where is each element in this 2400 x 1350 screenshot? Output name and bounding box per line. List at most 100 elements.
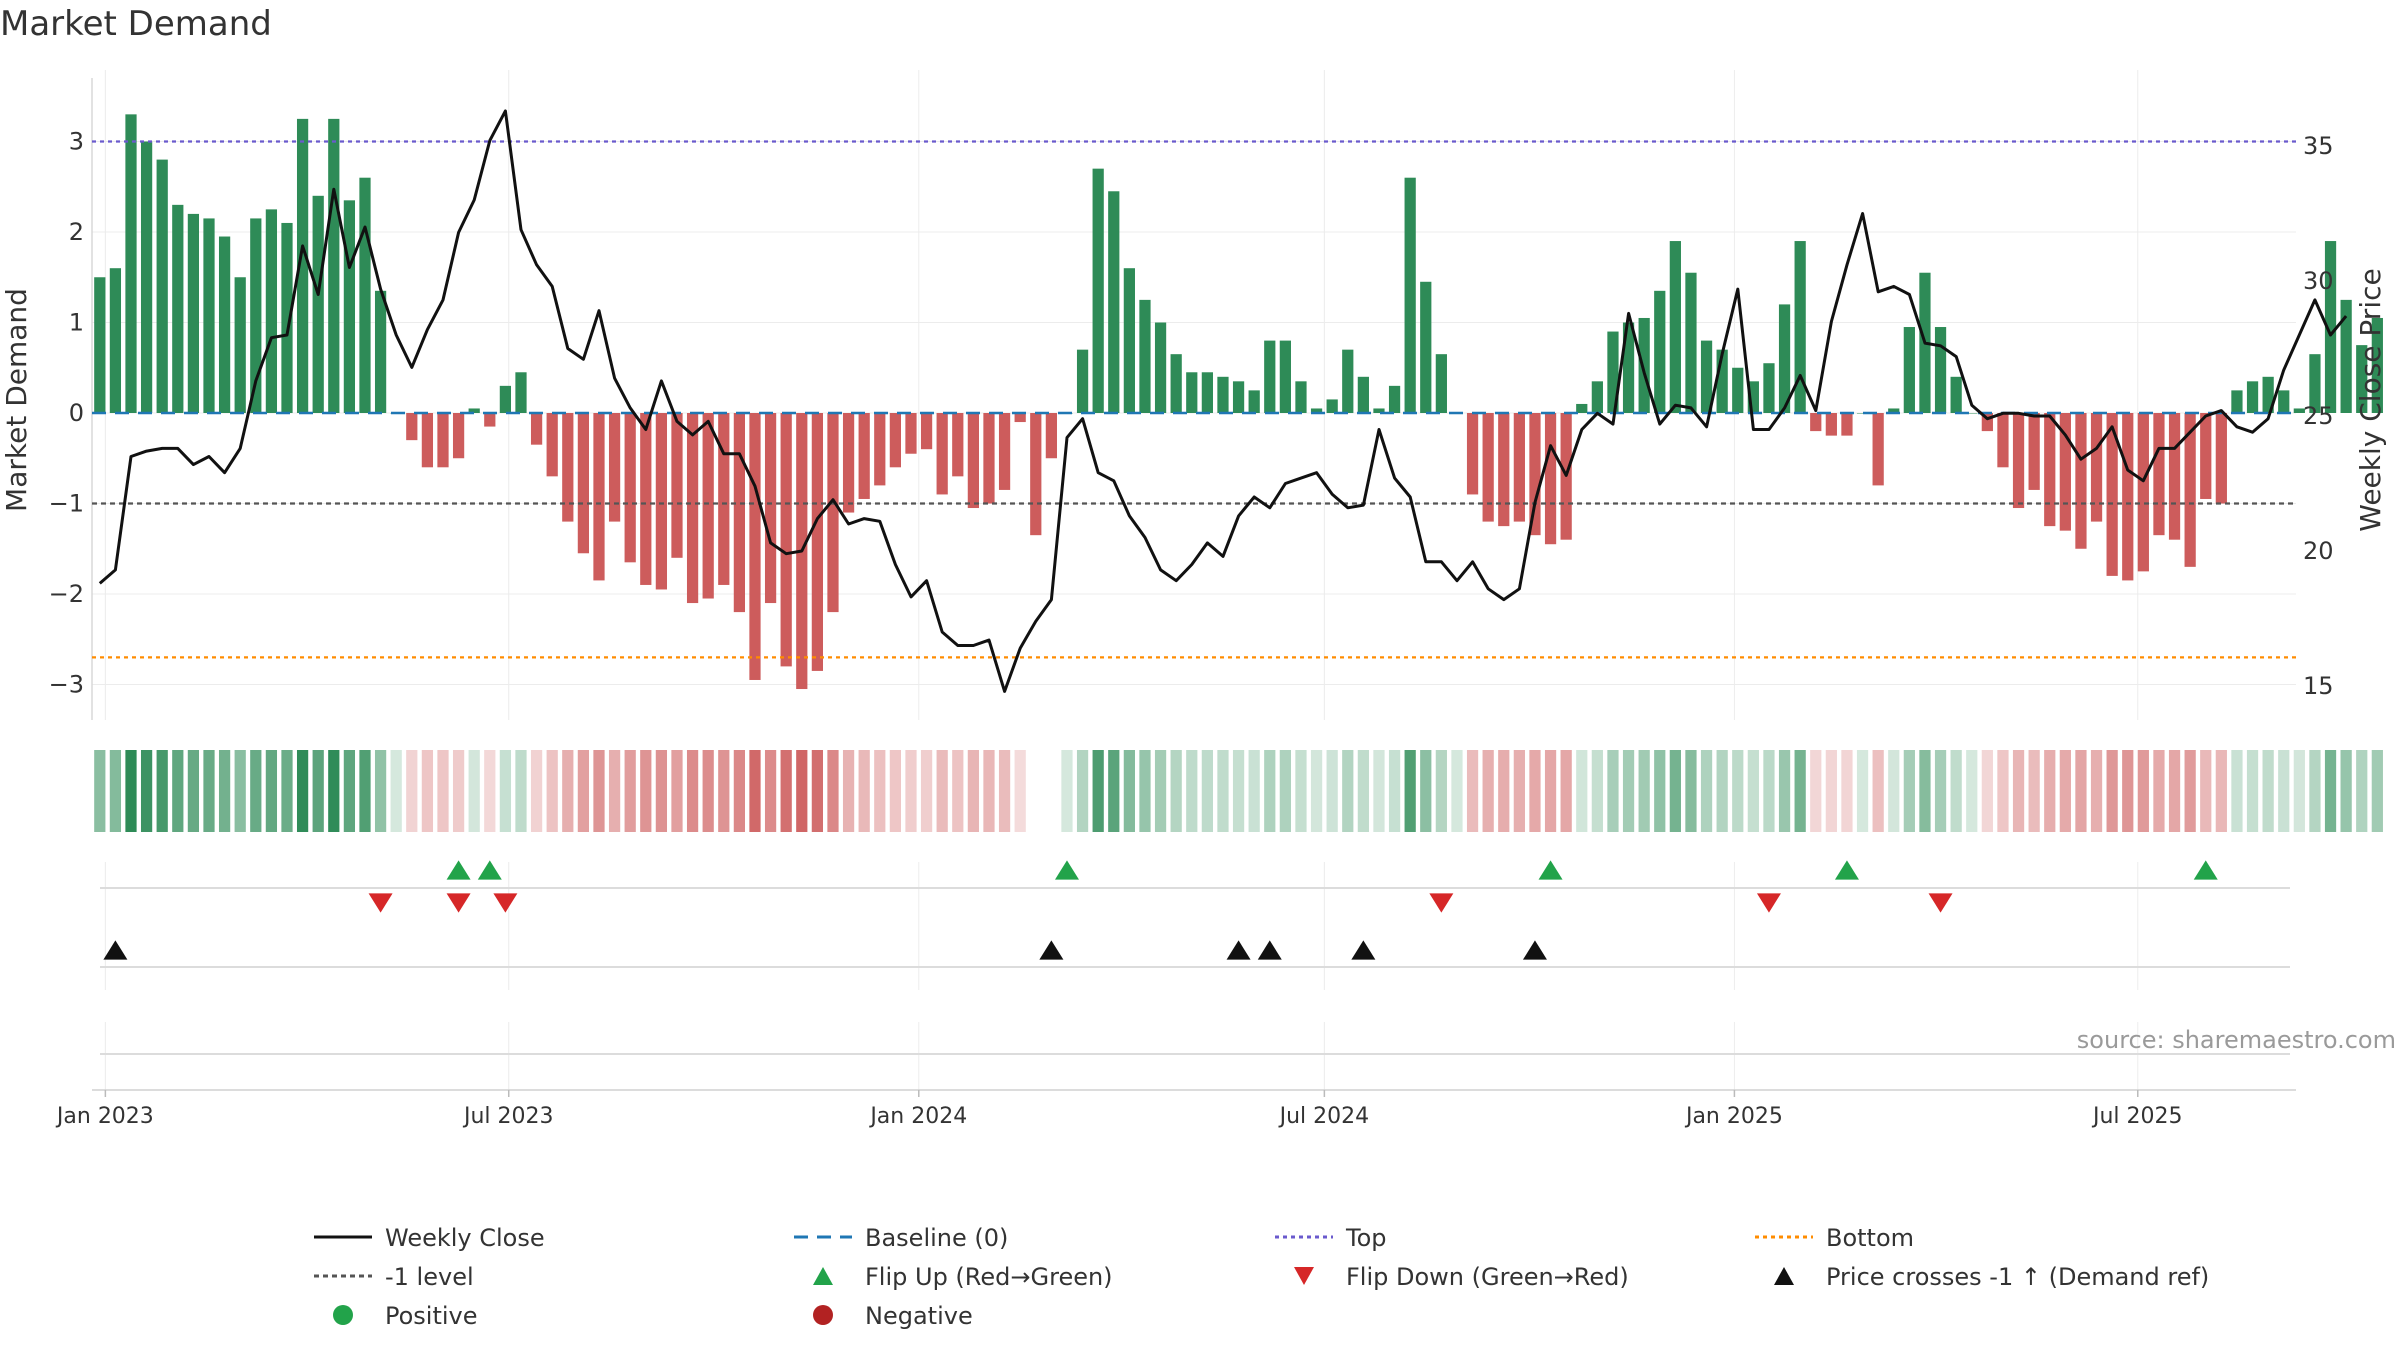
left-tick-label: 0 [69, 399, 84, 427]
demand-strip-cell [640, 750, 652, 832]
demand-bar [905, 413, 917, 454]
demand-bar [655, 413, 668, 590]
demand-strip-cell [328, 750, 340, 832]
demand-bar [1076, 349, 1089, 413]
demand-strip-cell [1092, 750, 1104, 832]
legend-item: Weekly Close [314, 1224, 545, 1252]
demand-strip-cell [1810, 750, 1822, 832]
x-tick-label: Jul 2024 [1278, 1104, 1370, 1129]
demand-strip-cell [1903, 750, 1915, 832]
demand-bar [437, 413, 449, 468]
demand-strip-cell [2184, 750, 2196, 832]
demand-strip-cell [1981, 750, 1993, 832]
demand-bar [671, 413, 683, 558]
demand-strip-cell [2340, 750, 2352, 832]
demand-strip-cell [608, 750, 621, 832]
demand-strip-cell [437, 750, 449, 832]
demand-bar [1170, 354, 1182, 413]
demand-bar [187, 213, 200, 413]
demand-bar [1888, 408, 1900, 413]
demand-bar [1966, 413, 1978, 414]
cross-marker [103, 940, 128, 960]
cross-marker [1351, 940, 1376, 960]
demand-strip-cell [1856, 750, 1869, 832]
demand-bar [343, 200, 356, 413]
demand-strip-cell [920, 750, 933, 832]
demand-strip-cell [1217, 750, 1229, 832]
demand-strip-cell [2075, 750, 2087, 832]
demand-bar [2293, 408, 2305, 413]
legend-circle-icon [813, 1305, 833, 1325]
flip-down-marker [1928, 893, 1953, 913]
demand-bar [624, 413, 636, 563]
demand-strip-cell [1950, 750, 1962, 832]
demand-strip-cell [1716, 750, 1728, 832]
demand-bar [234, 277, 246, 413]
demand-strip-cell [686, 750, 699, 832]
demand-strip-cell [749, 750, 761, 832]
demand-bar [1544, 413, 1557, 545]
left-tick-label: −3 [49, 671, 84, 699]
demand-bar [2356, 345, 2368, 413]
demand-bar [577, 413, 590, 554]
legend-item: Price crosses -1 ↑ (Demand ref) [1774, 1263, 2209, 1291]
legend-item: Baseline (0) [794, 1224, 1008, 1252]
source-label: source: sharemaestro.com [2077, 1026, 2396, 1054]
demand-strip-cell [796, 750, 808, 832]
demand-bar [1810, 413, 1822, 432]
demand-strip-cell [2168, 750, 2181, 832]
demand-strip-cell [1763, 750, 1775, 832]
demand-bar [2262, 376, 2274, 413]
x-tick-label: Jul 2025 [2091, 1104, 2183, 1129]
demand-bar [1638, 317, 1650, 413]
demand-strip-cell [187, 750, 200, 832]
demand-bar [546, 413, 558, 477]
legend-label: Flip Down (Green→Red) [1346, 1263, 1629, 1291]
demand-strip-cell [2262, 750, 2274, 832]
demand-strip-cell [1997, 750, 2009, 832]
demand-strip-cell [140, 750, 153, 832]
demand-bar [1279, 340, 1291, 413]
demand-bar [1388, 385, 1401, 413]
demand-bar [374, 290, 387, 413]
demand-strip-cell [1357, 750, 1369, 832]
demand-strip-cell [967, 750, 979, 832]
demand-strip-cell [2153, 750, 2165, 832]
demand-bar [1778, 304, 1791, 413]
legend-label: Price crosses -1 ↑ (Demand ref) [1826, 1263, 2209, 1291]
demand-bar [515, 372, 527, 413]
left-tick-label: 2 [69, 218, 84, 246]
demand-strip-cell [2278, 750, 2290, 832]
demand-bar [2340, 299, 2352, 413]
demand-strip-cell [2293, 750, 2305, 832]
left-tick-label: −2 [49, 580, 84, 608]
legend-label: Positive [385, 1302, 478, 1330]
demand-strip-cell [1966, 750, 1978, 832]
demand-strip-cell [2137, 750, 2149, 832]
demand-strip-cell [593, 750, 605, 832]
demand-strip-cell [718, 750, 730, 832]
demand-strip-cell [577, 750, 590, 832]
flip-down-marker [1429, 893, 1454, 913]
flip-up-marker [1054, 860, 1079, 880]
right-axis-label: Weekly Close Price [2354, 268, 2387, 531]
flip-up-marker [446, 860, 471, 880]
legend-label: Baseline (0) [865, 1224, 1008, 1252]
demand-bar [1357, 376, 1369, 413]
demand-bar [920, 413, 933, 450]
demand-strip-cell [468, 750, 480, 832]
flip-up-marker [1538, 860, 1563, 880]
right-tick-label: 20 [2303, 537, 2334, 565]
demand-strip-cell [2246, 750, 2259, 832]
demand-strip-cell [1544, 750, 1557, 832]
cross-marker [1522, 940, 1547, 960]
demand-bar [2371, 317, 2383, 413]
demand-strip-cell [234, 750, 246, 832]
demand-strip-cell [874, 750, 886, 832]
legend-item: Flip Down (Green→Red) [1294, 1263, 1629, 1291]
demand-strip-cell [406, 750, 418, 832]
flip-up-marker [477, 860, 502, 880]
demand-strip-cell [1108, 750, 1120, 832]
demand-strip-cell [1778, 750, 1791, 832]
demand-strip-cell [998, 750, 1011, 832]
